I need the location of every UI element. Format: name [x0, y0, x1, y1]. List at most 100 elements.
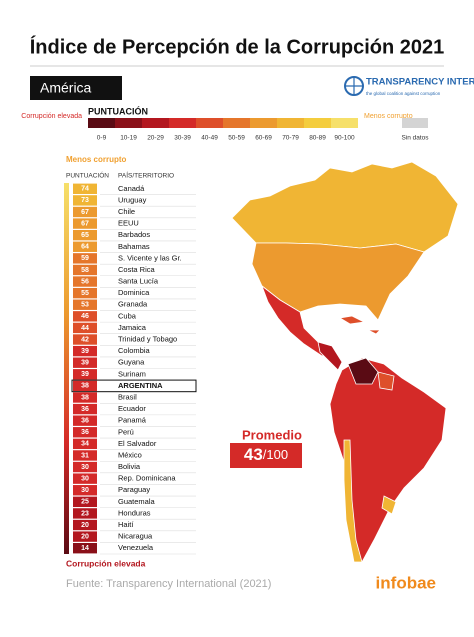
legend-swatch: [223, 118, 250, 128]
country: Venezuela: [118, 543, 154, 552]
score: 74: [81, 186, 89, 193]
logo-icon: [344, 76, 364, 96]
score-cell: [73, 427, 97, 438]
legend-swatch: [277, 118, 304, 128]
score-cell: [73, 195, 97, 206]
score-cell: [73, 543, 97, 554]
region: América: [40, 80, 92, 96]
score-cell: [73, 461, 97, 473]
score: 59: [81, 255, 89, 262]
score-cell: [73, 380, 97, 392]
score-cell: [73, 519, 97, 531]
logo-name: TRANSPARENCY INTERNATIONAL: [366, 77, 474, 88]
score-cell: [73, 287, 97, 299]
legend: 0-9 10-19 20-29 30-39 40-49 50-59 60-69 70-79 80…: [88, 118, 429, 142]
legend-range: 60-69: [255, 135, 272, 142]
score: 30: [81, 464, 89, 471]
legend-swatch: [115, 118, 142, 128]
score-cell: [73, 311, 97, 322]
score: 58: [81, 267, 89, 274]
score: 36: [81, 429, 89, 436]
legend-range: 0-9: [97, 135, 107, 142]
legend-title: PUNTUACIÓN: [88, 105, 148, 116]
score-cell: [73, 415, 97, 426]
country: Perú: [118, 427, 134, 436]
score: 42: [81, 336, 89, 343]
score-cell: [73, 253, 97, 264]
country: Barbados: [118, 230, 150, 239]
score-cell: [73, 183, 97, 194]
country: Colombia: [118, 346, 151, 355]
score: 39: [81, 371, 89, 378]
score-cell: [73, 241, 97, 252]
score: 34: [81, 441, 89, 448]
score: 64: [81, 244, 89, 251]
country: Ecuador: [118, 404, 146, 413]
country: México: [118, 450, 142, 459]
country: Uruguay: [118, 195, 147, 204]
uruguay: [381, 495, 397, 515]
score: 31: [81, 452, 89, 459]
chile: [343, 439, 363, 563]
legend-swatch: [169, 118, 196, 128]
legend-swatch: [331, 118, 358, 128]
average-label: Promedio: [242, 427, 302, 442]
title: Índice de Percepción de la Corrupción 20…: [30, 35, 445, 58]
average-box: [230, 443, 302, 468]
column-header: PUNTUACIÓN: [66, 171, 109, 180]
legend-range: 70-79: [282, 135, 299, 142]
country: Brasil: [118, 392, 137, 401]
legend-range: 90-100: [334, 135, 355, 142]
score-cell: [73, 403, 97, 415]
legend-range: 40-49: [201, 135, 218, 142]
score-cell: [73, 206, 97, 218]
country: El Salvador: [118, 439, 157, 448]
country: Santa Lucía: [118, 277, 159, 286]
average-score: 43: [244, 445, 263, 464]
region-box: [30, 76, 122, 100]
score: 73: [81, 197, 89, 204]
table-bottom-label: Corrupción elevada: [66, 558, 146, 568]
score: 56: [81, 278, 89, 285]
score-cell: [73, 438, 97, 450]
caribbean: [338, 315, 381, 335]
country: ARGENTINA: [118, 381, 163, 390]
venezuela: [347, 357, 379, 385]
legend-swatch: [402, 118, 428, 128]
legend-swatch: [250, 118, 277, 128]
score-cell: [73, 508, 97, 519]
table-top-label: Menos corrupto: [66, 155, 127, 164]
score: 25: [81, 499, 89, 506]
legend-swatch: [88, 118, 115, 128]
score-cell: [73, 276, 97, 287]
logo-icon-lines: [346, 78, 362, 94]
column-header: PAÍS/TERRITORIO: [118, 171, 174, 180]
score: 14: [81, 545, 89, 552]
country: Dominica: [118, 288, 150, 297]
country: Chile: [118, 207, 135, 216]
country: Rep. Dominicana: [118, 474, 176, 483]
country: Paraguay: [118, 485, 150, 494]
canada: [231, 161, 459, 253]
country: Bahamas: [118, 242, 150, 251]
score: 38: [81, 394, 89, 401]
score-cell: [73, 392, 97, 403]
score-cell: [73, 369, 97, 380]
country: EEUU: [118, 219, 139, 228]
score: 39: [81, 348, 89, 355]
score-cell: [73, 299, 97, 310]
country: Honduras: [118, 508, 151, 517]
guianas: [377, 371, 395, 391]
source: Fuente: Transparency International (2021…: [66, 578, 271, 590]
country: Canadá: [118, 184, 145, 193]
map: [231, 161, 459, 563]
country: Trinidad y Tobago: [118, 335, 177, 344]
score-cell: [73, 264, 97, 276]
central-america: [317, 341, 343, 371]
score-cell: [73, 473, 97, 484]
legend-range: 20-29: [147, 135, 164, 142]
score-cell: [73, 531, 97, 542]
score: 30: [81, 475, 89, 482]
score: 38: [81, 383, 89, 390]
score-cell: [73, 322, 97, 334]
